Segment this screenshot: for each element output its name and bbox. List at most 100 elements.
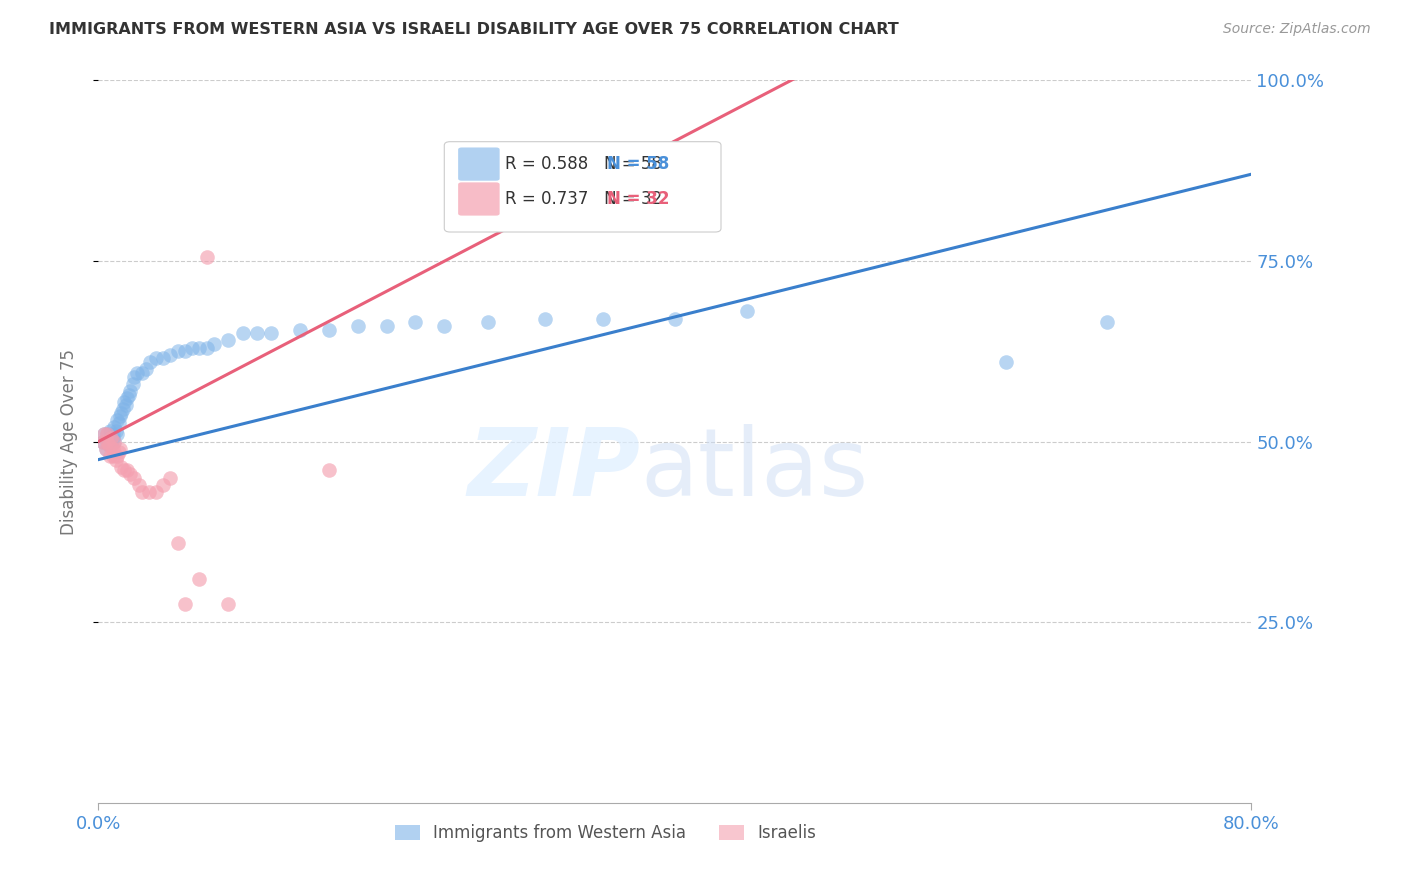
Point <box>202 337 225 351</box>
FancyBboxPatch shape <box>444 142 721 232</box>
FancyBboxPatch shape <box>458 147 499 181</box>
Point <box>110 459 132 474</box>
Point <box>145 351 167 366</box>
Point <box>107 417 129 431</box>
Point <box>477 315 499 329</box>
Point <box>100 438 122 452</box>
Point <box>138 485 160 500</box>
Text: IMMIGRANTS FROM WESTERN ASIA VS ISRAELI DISABILITY AGE OVER 75 CORRELATION CHART: IMMIGRANTS FROM WESTERN ASIA VS ISRAELI … <box>49 22 898 37</box>
Point <box>159 348 181 362</box>
Point <box>131 366 153 380</box>
Point <box>188 572 211 586</box>
Point <box>127 366 149 380</box>
Point <box>145 485 167 500</box>
Point <box>664 311 686 326</box>
Point <box>246 326 269 340</box>
Point <box>112 394 135 409</box>
Point <box>105 413 128 427</box>
Text: R = 0.588   N = 58: R = 0.588 N = 58 <box>505 155 662 173</box>
Point <box>101 431 124 445</box>
Text: N = 32: N = 32 <box>607 190 669 208</box>
Point <box>159 470 181 484</box>
Point <box>103 420 125 434</box>
Point <box>96 427 118 442</box>
Point <box>100 431 122 445</box>
Point <box>103 434 125 449</box>
Text: R = 0.737   N = 32: R = 0.737 N = 32 <box>505 190 662 208</box>
Point <box>231 326 254 340</box>
Point <box>318 322 340 336</box>
Point <box>93 427 115 442</box>
Y-axis label: Disability Age Over 75: Disability Age Over 75 <box>59 349 77 534</box>
Point <box>124 470 146 484</box>
Point <box>98 431 121 445</box>
Point <box>97 438 120 452</box>
Point <box>108 442 131 456</box>
Point <box>96 434 118 449</box>
Point <box>318 463 340 477</box>
Point <box>433 318 456 333</box>
Point <box>98 424 121 438</box>
Point <box>174 344 197 359</box>
Point <box>101 449 124 463</box>
Point <box>117 463 139 477</box>
Point <box>105 427 128 442</box>
Point <box>110 406 132 420</box>
Point <box>117 391 139 405</box>
Point <box>120 467 142 481</box>
Point <box>405 315 427 329</box>
Point <box>139 355 162 369</box>
Point <box>995 355 1018 369</box>
Point <box>122 376 145 391</box>
Point <box>101 442 124 456</box>
Point <box>118 387 141 401</box>
Point <box>104 424 127 438</box>
Point <box>128 478 150 492</box>
Point <box>1097 315 1119 329</box>
Point <box>735 304 758 318</box>
Point <box>290 322 312 336</box>
Point <box>195 341 218 355</box>
Point <box>217 334 239 348</box>
Text: ZIP: ZIP <box>467 425 640 516</box>
Point <box>93 427 115 442</box>
FancyBboxPatch shape <box>458 182 499 216</box>
Point <box>114 398 136 412</box>
Point <box>152 478 174 492</box>
Point <box>91 434 114 449</box>
Point <box>108 409 131 424</box>
Point <box>131 485 153 500</box>
Point <box>112 463 135 477</box>
Point <box>195 250 218 264</box>
Text: atlas: atlas <box>640 425 869 516</box>
Point <box>94 442 117 456</box>
Point <box>124 369 146 384</box>
Legend: Immigrants from Western Asia, Israelis: Immigrants from Western Asia, Israelis <box>388 817 824 848</box>
Point <box>592 311 614 326</box>
Point <box>96 427 118 442</box>
Point <box>103 434 125 449</box>
Point <box>152 351 174 366</box>
Point <box>94 442 117 456</box>
Point <box>217 597 239 611</box>
Point <box>111 402 134 417</box>
Point <box>91 434 114 449</box>
Point <box>166 535 188 549</box>
Point <box>174 597 197 611</box>
Point <box>181 341 204 355</box>
Point <box>105 449 128 463</box>
Point <box>375 318 398 333</box>
Point <box>107 445 129 459</box>
Text: N = 58: N = 58 <box>607 155 669 173</box>
Point <box>96 434 118 449</box>
Point <box>104 452 127 467</box>
Point <box>188 341 211 355</box>
Point <box>100 434 122 449</box>
Point <box>120 384 142 398</box>
Point <box>346 318 368 333</box>
Point <box>135 362 157 376</box>
Point <box>534 311 557 326</box>
Point <box>97 438 120 452</box>
Point <box>98 449 121 463</box>
Point <box>166 344 188 359</box>
